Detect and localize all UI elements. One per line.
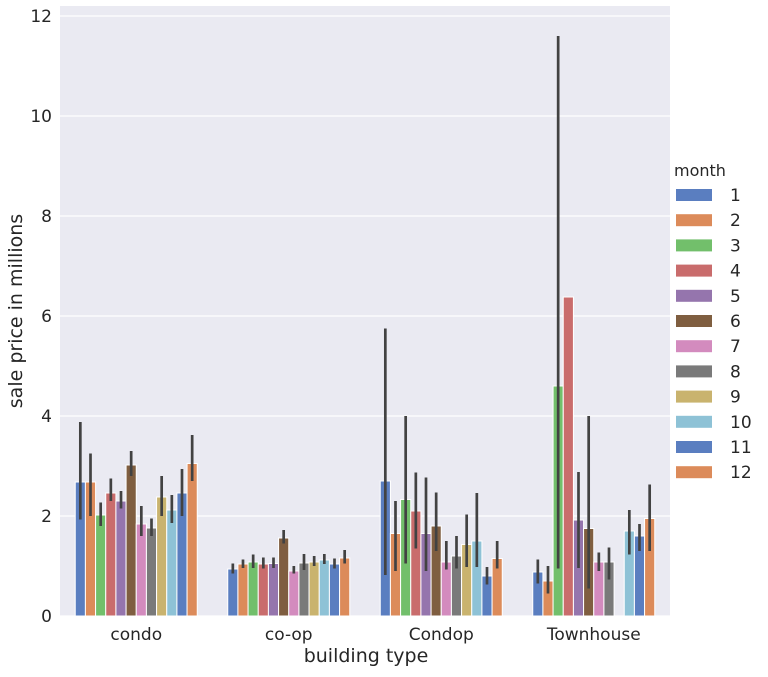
legend-label: 4 bbox=[730, 262, 741, 282]
legend-label: 1 bbox=[730, 186, 741, 206]
bar-co-op-month-3 bbox=[247, 561, 259, 617]
bar-condo-month-6 bbox=[125, 464, 137, 617]
y-tick-label: 0 bbox=[41, 607, 52, 627]
y-tick-label: 4 bbox=[41, 407, 52, 427]
legend-swatch bbox=[676, 390, 712, 403]
bar-co-op-month-1 bbox=[227, 568, 239, 617]
x-tick-label: co-op bbox=[265, 625, 313, 645]
x-axis-label: building type bbox=[304, 645, 429, 667]
legend-label: 2 bbox=[730, 211, 741, 231]
bar-co-op-month-9 bbox=[308, 561, 320, 617]
bar-co-op-month-5 bbox=[267, 563, 280, 617]
x-tick-label: Townhouse bbox=[546, 625, 641, 645]
bar-co-op-month-6 bbox=[278, 537, 290, 617]
bar-condo-month-7 bbox=[135, 523, 147, 617]
bar-co-op-month-2 bbox=[237, 563, 249, 617]
bar-condo-month-5 bbox=[115, 500, 127, 617]
bar-Condop-month-7 bbox=[440, 561, 452, 617]
bar-condo-month-3 bbox=[95, 514, 107, 617]
bar-condo-month-8 bbox=[145, 527, 158, 617]
legend-label: 9 bbox=[730, 388, 741, 408]
bar-Townhouse-month-4 bbox=[562, 296, 574, 617]
y-axis-label: sale price in millions bbox=[5, 214, 27, 408]
legend-title: month bbox=[674, 161, 726, 180]
legend-swatch bbox=[676, 264, 712, 277]
bar-co-op-month-7 bbox=[288, 570, 300, 617]
legend-swatch bbox=[676, 214, 712, 227]
bar-co-op-month-11 bbox=[328, 563, 341, 617]
y-tick-label: 10 bbox=[30, 107, 52, 127]
legend-swatch bbox=[676, 239, 712, 252]
y-tick-label: 6 bbox=[41, 307, 52, 327]
legend-swatch bbox=[676, 189, 712, 201]
legend-label: 10 bbox=[730, 413, 752, 433]
x-tick-label: Condop bbox=[409, 625, 474, 645]
legend-label: 7 bbox=[730, 337, 741, 357]
bar-co-op-month-8 bbox=[298, 562, 310, 617]
legend-label: 5 bbox=[730, 287, 741, 307]
legend-label: 8 bbox=[730, 362, 741, 382]
bar-co-op-month-4 bbox=[257, 563, 269, 617]
y-tick-label: 8 bbox=[41, 207, 52, 227]
legend-swatch bbox=[676, 315, 712, 327]
legend-swatch bbox=[676, 466, 712, 479]
legend-swatch bbox=[676, 340, 712, 353]
bar-co-op-month-12 bbox=[339, 557, 351, 617]
bar-co-op-month-10 bbox=[318, 559, 330, 617]
y-tick-label: 2 bbox=[41, 507, 52, 527]
legend-label: 3 bbox=[730, 236, 741, 256]
x-tick-label: condo bbox=[110, 625, 162, 645]
bar-condo-month-4 bbox=[105, 492, 117, 617]
bar-condo-month-12 bbox=[186, 463, 198, 617]
legend-swatch bbox=[676, 415, 712, 428]
legend-label: 12 bbox=[730, 463, 752, 483]
legend-swatch bbox=[676, 365, 712, 378]
legend-label: 11 bbox=[730, 438, 752, 458]
legend-swatch bbox=[676, 441, 712, 453]
legend-label: 6 bbox=[730, 312, 741, 332]
y-tick-label: 12 bbox=[30, 7, 52, 27]
legend-swatch bbox=[676, 289, 712, 302]
bar-condo-month-10 bbox=[166, 509, 178, 617]
